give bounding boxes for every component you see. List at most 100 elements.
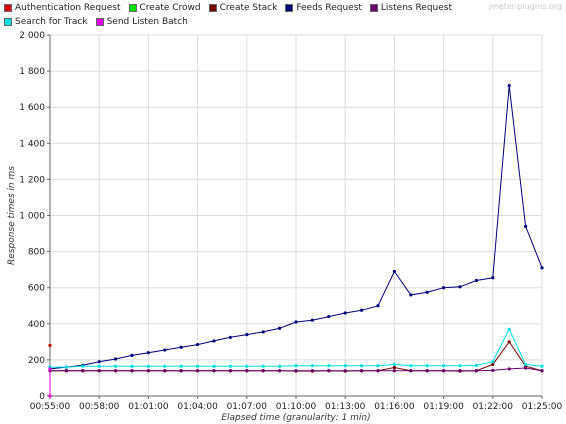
y-tick-label: 1 400 [19,139,45,149]
data-point-feeds-request [114,357,118,361]
data-point-search-for-track [376,364,380,368]
data-point-search-for-track [294,364,298,368]
data-point-feeds-request [310,318,314,322]
data-point-search-for-track [130,364,134,368]
legend-label: Search for Track [15,17,88,27]
watermark: jmeter-plugins.org [488,2,562,11]
data-point-feeds-request [245,333,249,337]
legend-item-search-for-track: Search for Track [4,16,88,28]
data-point-search-for-track [442,364,446,368]
y-tick-label: 1 600 [19,103,45,113]
x-tick-label: 01:25:00 [522,402,563,412]
y-tick-label: 1 000 [19,212,45,222]
data-point-search-for-track [278,364,282,368]
data-point-listens-request [376,369,380,373]
data-point-send-listen-batch [48,367,52,371]
data-point-listens-request [343,369,347,373]
data-point-feeds-request [425,290,429,294]
data-point-search-for-track [146,364,150,368]
data-point-feeds-request [409,293,413,297]
data-point-create-stack [392,365,396,370]
data-point-feeds-request [261,330,265,334]
data-point-authentication-request [48,343,52,348]
data-point-feeds-request [163,348,167,352]
legend-label: Send Listen Batch [106,17,188,27]
data-point-feeds-request [327,314,331,319]
data-point-create-stack [507,340,511,344]
data-point-search-for-track [114,364,118,368]
data-point-feeds-request [146,351,150,355]
legend-swatch [4,18,12,26]
x-tick-label: 01:19:00 [423,402,464,412]
data-point-feeds-request [540,266,544,270]
data-point-search-for-track [524,362,528,367]
data-point-listens-request [261,369,265,373]
data-point-listens-request [491,368,495,372]
data-point-search-for-track [343,364,347,368]
x-axis-title: Elapsed time (granularity: 1 min) [221,413,370,423]
data-point-listens-request [81,369,85,373]
legend-swatch [369,4,378,12]
data-point-listens-request [409,369,413,373]
legend-label: Feeds Request [296,3,362,13]
data-point-listens-request [474,369,478,373]
data-point-listens-request [179,369,183,373]
y-tick-label: 1 800 [19,67,45,77]
x-tick-label: 01:04:00 [177,402,218,412]
data-point-feeds-request [458,285,462,289]
data-point-search-for-track [97,364,101,368]
y-tick-label: 200 [28,356,45,366]
data-point-listens-request [228,369,232,373]
data-point-listens-request [64,369,68,373]
data-point-listens-request [392,369,396,373]
x-tick-label: 01:13:00 [325,402,366,412]
legend-swatch [208,4,217,12]
data-point-listens-request [360,369,364,373]
data-point-feeds-request [179,345,183,349]
legend-item-create-crowd: Create Crowd [128,2,201,14]
x-tick-label: 01:07:00 [227,402,268,412]
y-tick-label: 600 [28,284,45,294]
data-point-feeds-request [524,224,528,228]
legend-label: Listens Request [380,3,453,13]
data-point-feeds-request [228,335,232,339]
data-point-listens-request [310,369,314,373]
legend-item-authentication-request: Authentication Request [4,2,121,14]
legend-item-send-listen-batch: Send Listen Batch [95,16,188,28]
legend-item-listens-request: Listens Request [369,2,453,14]
data-point-feeds-request [212,339,216,343]
legend-item-create-stack: Create Stack [208,2,277,14]
data-point-feeds-request [442,286,446,290]
data-point-search-for-track [474,363,478,367]
data-point-listens-request [425,369,429,373]
data-point-listens-request [163,369,167,373]
data-point-listens-request [327,369,331,373]
legend-label: Create Crowd [139,3,201,13]
legend-swatch [95,18,104,26]
y-tick-label: 400 [28,320,45,330]
legend-item-feeds-request: Feeds Request [285,2,362,14]
chart-legend: Authentication Request Create Crowd Create… [4,2,524,30]
legend-swatch [285,4,294,12]
data-point-feeds-request [294,320,298,324]
data-point-listens-request [196,369,200,373]
data-point-feeds-request [376,304,380,308]
data-point-search-for-track [196,364,200,368]
y-tick-label: 800 [28,248,45,258]
data-point-listens-request [458,369,462,373]
data-point-listens-request [146,369,150,373]
data-point-feeds-request [196,342,200,347]
data-point-search-for-track [310,364,314,368]
data-point-search-for-track [212,364,216,368]
data-point-search-for-track [425,364,429,368]
data-point-listens-request [245,369,249,373]
data-point-listens-request [130,369,134,373]
data-point-listens-request [114,369,118,373]
y-tick-label: 1 200 [19,175,45,185]
x-tick-label: 01:10:00 [276,402,317,412]
data-point-search-for-track [64,365,68,369]
y-tick-label: 2 000 [19,31,45,41]
data-point-search-for-track [228,364,232,368]
data-point-feeds-request [491,276,495,280]
